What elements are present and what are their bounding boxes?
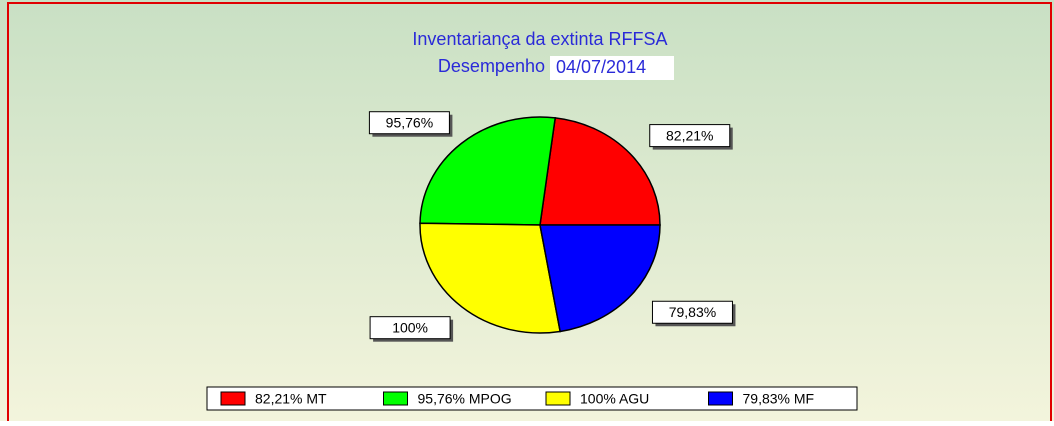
date-box xyxy=(550,56,674,80)
legend-name: MF xyxy=(794,390,814,406)
legend-name: MT xyxy=(306,390,327,406)
legend-label: 100% AGU xyxy=(580,390,649,406)
legend-label: 95,76% MPOG xyxy=(418,390,512,406)
label-box xyxy=(649,124,731,148)
pie xyxy=(419,116,661,334)
slice xyxy=(419,116,557,226)
slice-labels: 82,21% 95,76% 100% 79,83% xyxy=(368,111,736,342)
data-label: 79,83% xyxy=(669,304,716,320)
label-box xyxy=(369,316,451,340)
legend-value: 79,83% xyxy=(743,390,790,406)
legend-label: 79,83% MF xyxy=(743,390,815,406)
data-label: 95,76% xyxy=(386,114,433,130)
chart-subtitle: Desempenho xyxy=(438,56,545,76)
legend-value: 95,76% xyxy=(418,390,465,406)
legend xyxy=(206,386,858,411)
data-label: 82,21% xyxy=(666,127,713,143)
legend-value: 100% xyxy=(580,390,616,406)
legend-name: AGU xyxy=(619,390,649,406)
legend-name: MPOG xyxy=(469,390,512,406)
legend-swatch xyxy=(383,391,408,406)
slice xyxy=(539,224,661,333)
legend-swatch xyxy=(220,391,246,406)
legend-swatch xyxy=(545,391,571,406)
label-box xyxy=(651,300,733,324)
frame xyxy=(7,2,1052,421)
legend-value: 82,21% xyxy=(255,390,302,406)
slice xyxy=(539,117,661,226)
data-label: 100% xyxy=(392,319,428,335)
slice xyxy=(419,222,562,334)
legend-label: 82,21% MT xyxy=(255,390,327,406)
legend-swatch xyxy=(708,391,733,406)
legend-entries: 82,21% MT 95,76% MPOG 100% AGU 79,83% MF xyxy=(220,390,815,406)
label-box xyxy=(368,111,450,135)
date: 04/07/2014 xyxy=(556,57,646,77)
chart-title: Inventariança da extinta RFFSA xyxy=(412,29,667,49)
